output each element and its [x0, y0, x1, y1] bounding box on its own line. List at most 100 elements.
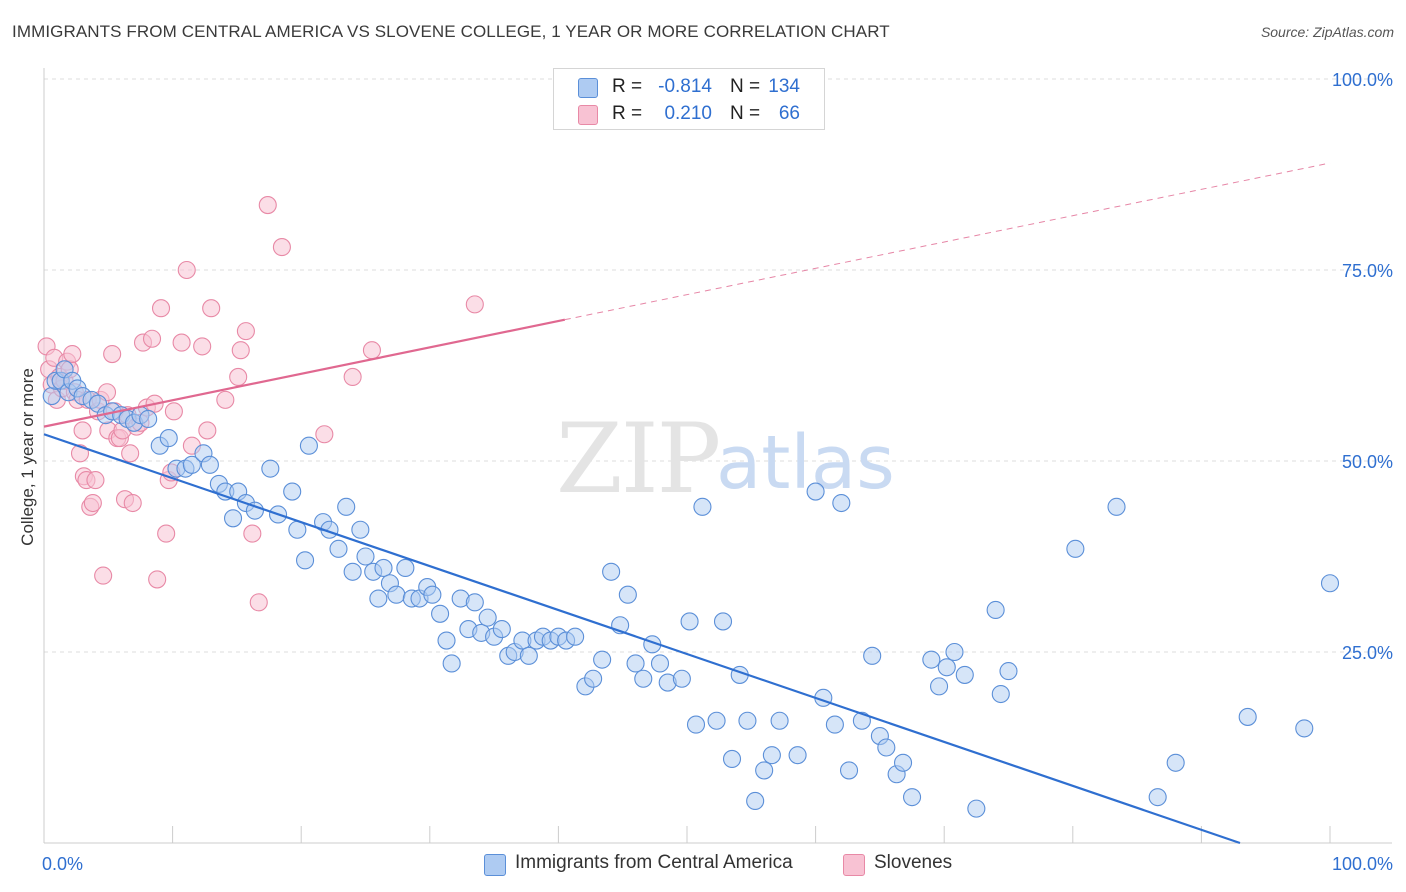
central-america-point — [139, 409, 158, 429]
central-america-point — [387, 585, 406, 604]
trend-lines — [43, 162, 1331, 845]
central-america-point — [356, 547, 375, 566]
central-america-point — [465, 593, 484, 612]
central-america-point — [755, 761, 774, 780]
slovenes-point — [148, 570, 167, 589]
axes — [43, 68, 1392, 844]
legend-swatch-pink — [578, 105, 598, 125]
slovenes-point — [123, 493, 142, 513]
central-america-point — [42, 387, 61, 406]
x-tick-label: 100.0% — [1332, 854, 1393, 874]
x-tick-label: 0.0% — [42, 854, 83, 874]
central-america-point — [1295, 719, 1314, 738]
central-america-point — [1107, 497, 1126, 516]
central-america-point — [437, 631, 456, 650]
y-tick-label: 50.0% — [1342, 452, 1393, 472]
legend-r-label: R = — [612, 103, 643, 124]
slovenes-point — [172, 333, 191, 352]
slovenes-point — [198, 421, 217, 440]
slovenes-point — [94, 566, 113, 585]
slovenes-point — [315, 425, 334, 444]
watermark-zip: ZIP — [556, 403, 719, 515]
central-america-point — [369, 589, 388, 608]
slovenes-point — [142, 329, 162, 348]
central-america-point — [722, 749, 742, 769]
y-tick-label: 75.0% — [1342, 261, 1393, 281]
slovenes-point — [177, 260, 196, 280]
slovenes-point — [73, 421, 92, 440]
central-america-point — [788, 746, 807, 765]
central-america-point — [423, 585, 442, 604]
central-america-point — [650, 654, 670, 673]
central-america-point — [343, 562, 362, 581]
source-label: Source: ZipAtlas.com — [1260, 24, 1394, 40]
legend-swatch-pink — [843, 854, 865, 876]
central-america-point — [806, 482, 825, 501]
central-america-point — [686, 715, 706, 734]
legend-r-value: 0.210 — [664, 103, 712, 124]
central-america-point — [261, 459, 280, 478]
central-america-point — [584, 669, 603, 688]
slovenes-point — [103, 344, 122, 364]
slovenes-point — [249, 593, 268, 612]
central-america-point — [713, 612, 733, 631]
legend-r-label: R = — [612, 76, 643, 97]
central-america-point — [922, 650, 941, 669]
central-america-point — [296, 551, 315, 570]
central-america-point — [159, 429, 178, 448]
central-america-point — [991, 684, 1010, 704]
slovenes-point — [231, 341, 250, 360]
central-america-trend-line — [43, 433, 1241, 845]
legend-n-value: 66 — [778, 103, 800, 124]
x-tick-labels: 0.0% 100.0% — [42, 854, 1393, 874]
central-america-point — [955, 665, 974, 684]
central-america-point — [680, 612, 699, 631]
y-axis-label: College, 1 year or more — [18, 368, 37, 546]
central-america-point — [672, 669, 691, 688]
central-america-point — [832, 493, 851, 513]
central-america-point — [519, 646, 538, 665]
central-america-point — [245, 501, 264, 520]
slovenes-point — [63, 344, 82, 364]
central-america-point — [602, 562, 621, 581]
slovenes-point — [151, 299, 171, 318]
central-america-points — [42, 360, 1340, 818]
slovenes-point — [229, 367, 248, 387]
slovenes-trend-line — [43, 318, 566, 428]
central-america-point — [707, 711, 726, 730]
central-america-point — [999, 662, 1018, 681]
slovenes-point — [272, 238, 291, 257]
y-tick-label: 100.0% — [1332, 70, 1393, 90]
central-america-point — [374, 558, 393, 578]
legend-label: Slovenes — [874, 852, 953, 873]
central-america-point — [492, 620, 511, 639]
slovenes-point — [243, 524, 262, 543]
slovenes-point — [121, 444, 140, 463]
slovenes-point — [362, 341, 381, 360]
central-america-point — [396, 558, 415, 578]
gridlines — [44, 78, 1392, 653]
central-america-point — [693, 497, 712, 516]
central-america-point — [223, 509, 243, 528]
central-america-point — [634, 669, 653, 688]
slovenes-trend-extension — [564, 162, 1331, 321]
central-america-point — [626, 654, 645, 673]
central-america-point — [937, 658, 956, 677]
central-america-point — [431, 604, 450, 623]
correlation-legend: R = -0.814 N = 134 R = 0.210 N = 66 — [553, 68, 825, 130]
y-tick-labels: 25.0% 50.0% 75.0% 100.0% — [1332, 70, 1393, 663]
central-america-point — [877, 738, 896, 757]
central-america-point — [1066, 539, 1085, 558]
legend-label: Immigrants from Central America — [515, 852, 793, 873]
slovenes-point — [86, 471, 105, 490]
central-america-point — [825, 715, 844, 734]
central-america-point — [299, 436, 318, 455]
legend-n-value: 134 — [768, 76, 800, 97]
central-america-point — [746, 791, 765, 811]
central-america-point — [351, 520, 370, 539]
central-america-point — [593, 650, 612, 669]
central-america-point — [329, 539, 348, 558]
central-america-point — [337, 497, 356, 516]
legend-n-label: N = — [730, 76, 761, 97]
